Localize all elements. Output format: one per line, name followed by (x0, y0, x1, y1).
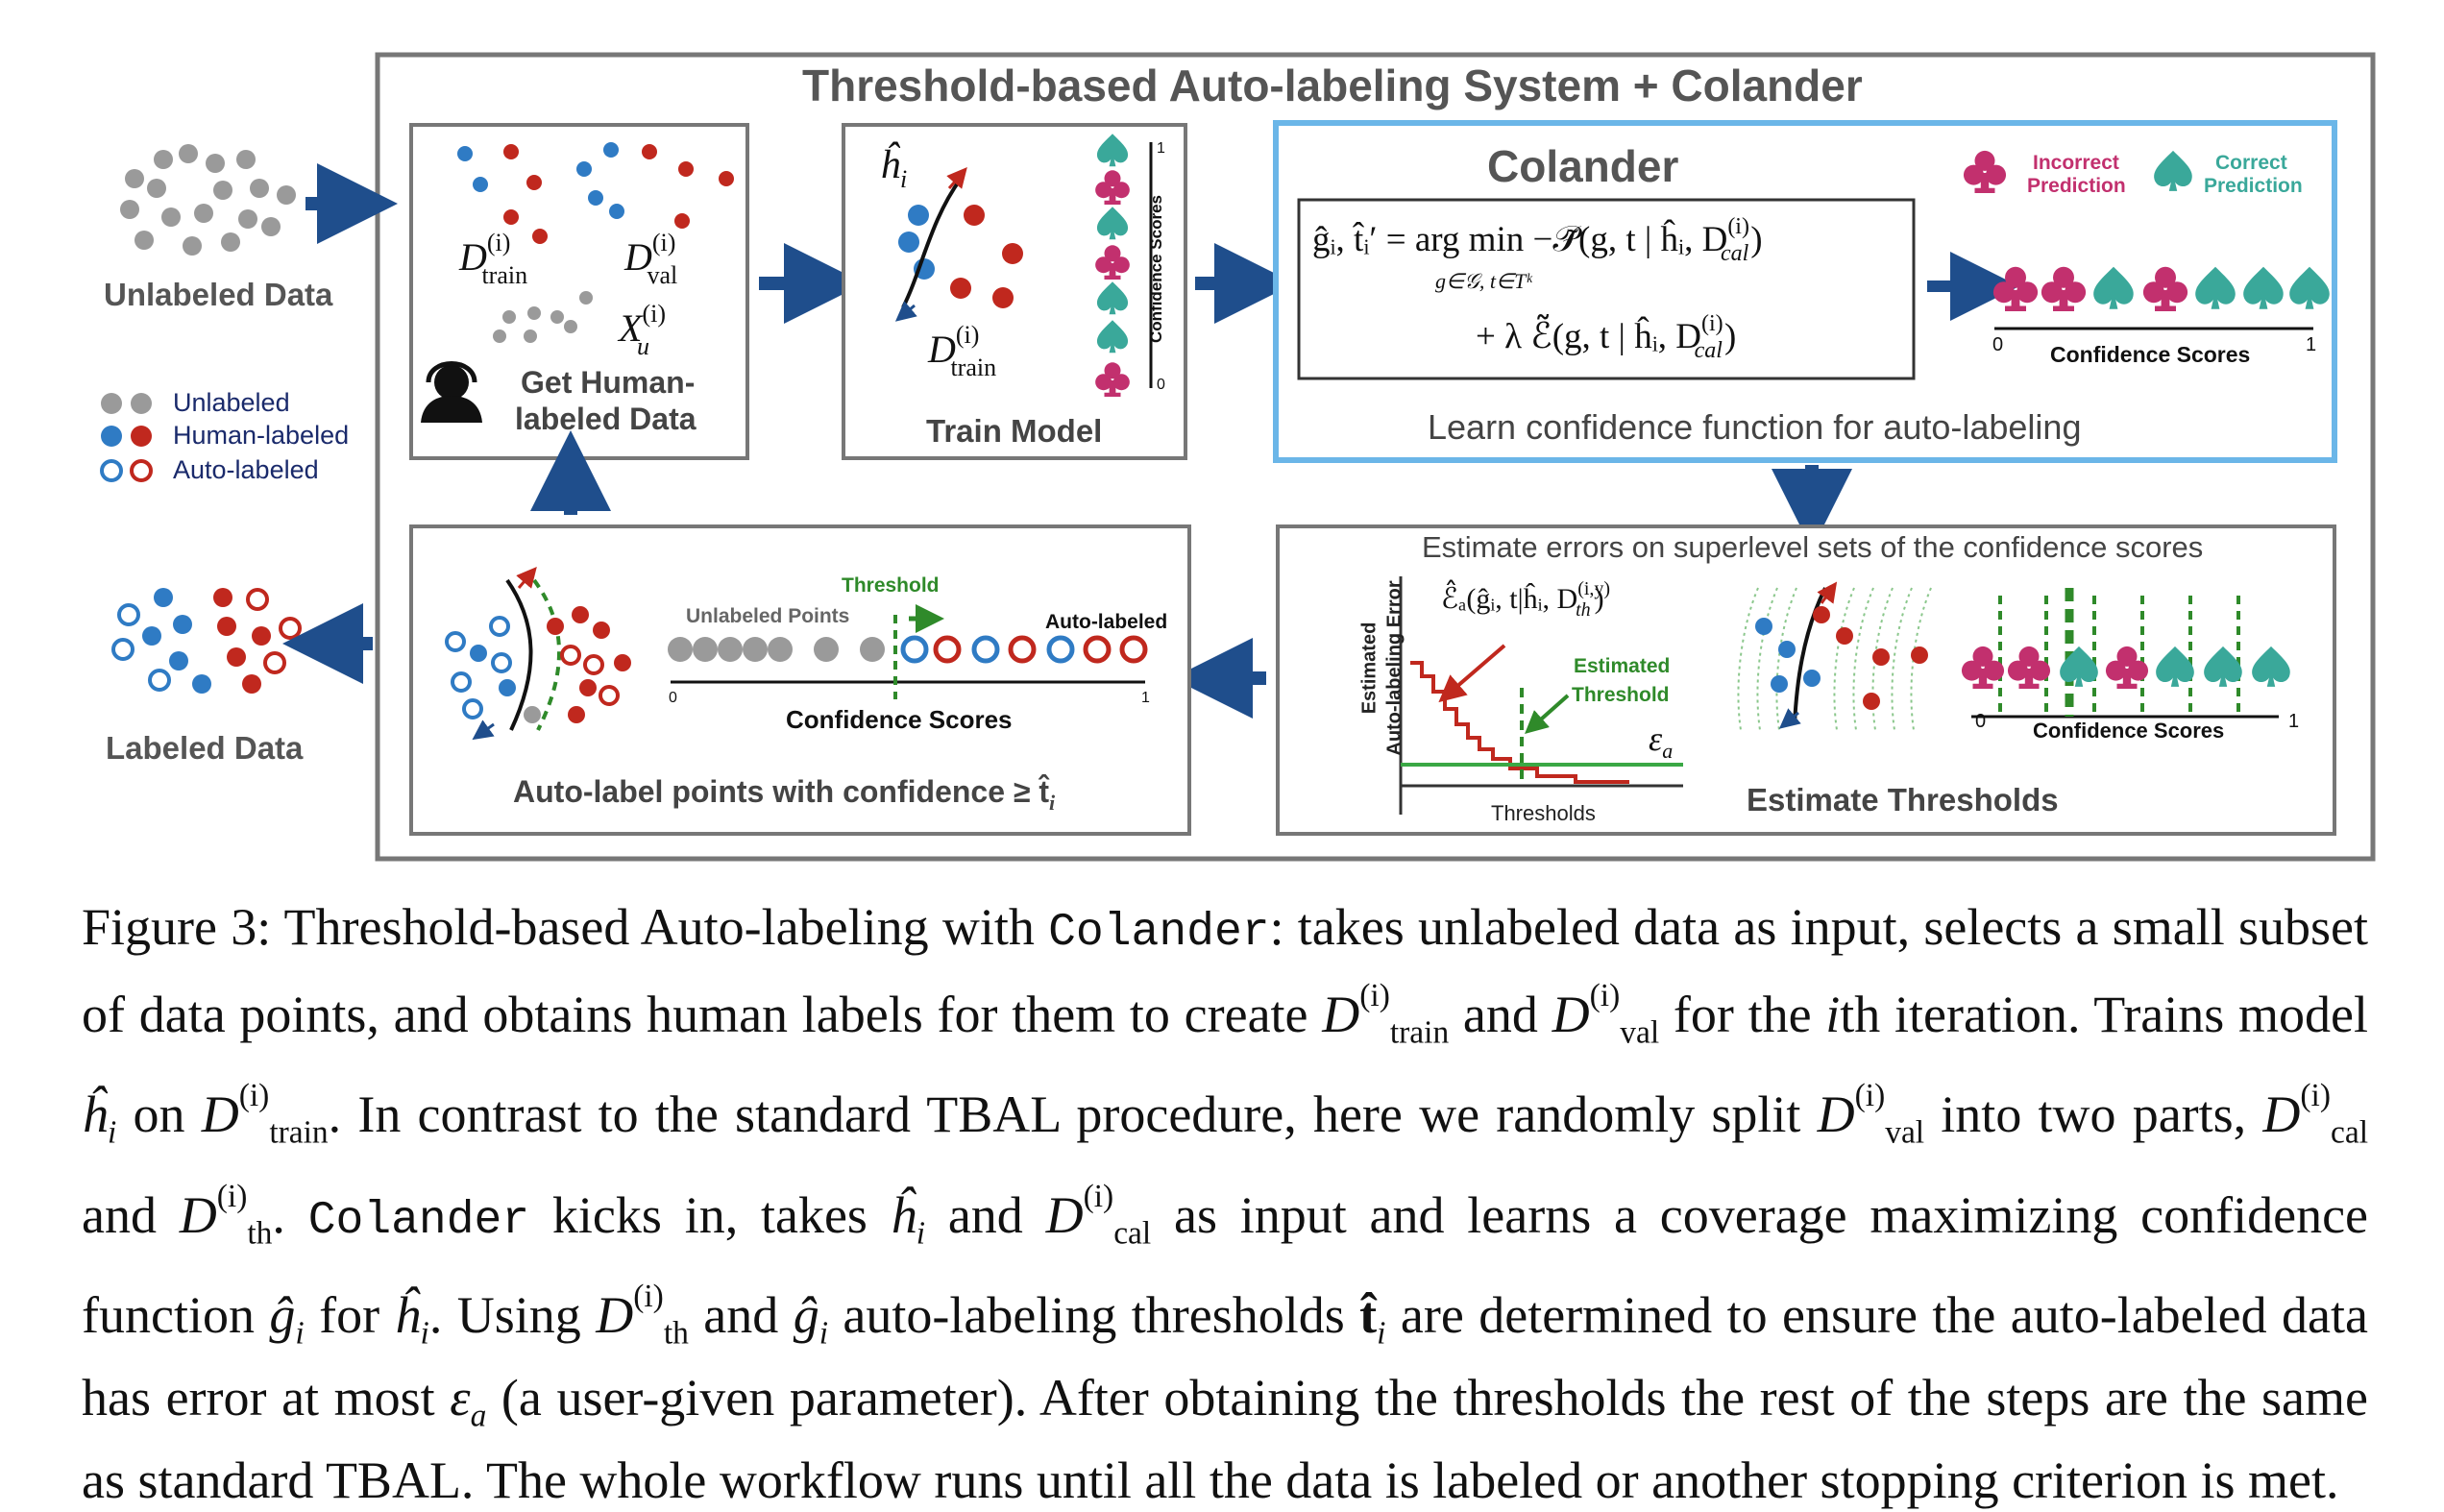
auto-box-scatter (445, 567, 631, 741)
estimate-tick-1: 1 (2288, 711, 2300, 732)
estimated-threshold-line2: Threshold (1572, 684, 1670, 706)
main-title: Threshold-based Auto-labeling System + C… (802, 61, 1863, 110)
candidate-threshold-lines (1998, 596, 2240, 717)
estimate-tick-0: 0 (1975, 711, 1987, 732)
train-box (842, 123, 1187, 460)
auto-box-label: Auto-label points with confidence ≥ t̂i (513, 774, 1056, 815)
human-d-train: D(i)train (459, 229, 528, 289)
train-h-hat: ĥi (880, 143, 908, 193)
figure-graphics (100, 52, 2376, 862)
human-x-u: X(i)u (619, 300, 666, 360)
human-operator-icon (421, 361, 482, 423)
unlabeled-data-label: Unlabeled Data (104, 277, 333, 312)
human-label-line2: labeled Data (515, 402, 697, 436)
auto-axis-label: Confidence Scores (786, 705, 1013, 734)
auto-labeled-points (900, 635, 1148, 664)
figure: Threshold-based Auto-labeling System + C… (100, 52, 2376, 862)
train-d-train: D(i)train (928, 321, 997, 381)
auto-unlabeled-points (668, 637, 885, 662)
epsilon-label: εa (1649, 719, 1674, 763)
estimate-thresholds-label: Estimate Thresholds (1747, 782, 2059, 817)
estimated-threshold-line1: Estimated (1574, 655, 1671, 677)
colander-equation-box (1297, 198, 1916, 380)
decision-boundary (901, 177, 963, 308)
legend-unlabeled: Unlabeled (173, 388, 290, 417)
colander-eq-line1: ĝᵢ, t̂ᵢ′ = arg min −𝒫̃(g, t | ĥᵢ, D(i)ca… (1312, 214, 1763, 266)
labeled-data-label: Labeled Data (106, 730, 304, 766)
calibrated-axis-label: Confidence Scores (2050, 342, 2251, 367)
human-label-line1: Get Human- (521, 365, 696, 400)
incorrect-line1: Incorrect (2033, 152, 2119, 174)
colander-caption: Learn confidence function for auto-label… (1428, 407, 2082, 447)
auto-threshold-label: Threshold (842, 574, 940, 597)
auto-labeled-label: Auto-labeled (1045, 611, 1168, 633)
auto-unlabeled-points-label: Unlabeled Points (686, 605, 850, 627)
auto-tick-1: 1 (1141, 690, 1150, 706)
system-box (375, 52, 2376, 862)
colander-eq-line2: + λ ℰ̃(g, t | ĥᵢ, D(i)cal) (1476, 311, 1737, 363)
error-ylabel-line2: Auto-labeling Error (1383, 580, 1405, 756)
unlabeled-data-cluster (120, 144, 296, 256)
train-model-label: Train Model (926, 413, 1103, 449)
train-axis-label: Confidence Scores (1147, 195, 1165, 343)
error-curve (1410, 661, 1629, 784)
estimate-scatter (1737, 581, 1932, 731)
estimate-formula: ℰ̂ₐ(ĝᵢ, t|ĥᵢ, D(i,y)th) (1441, 578, 1611, 621)
colander-eq-under: g∈𝒢, t∈Tᵏ (1435, 269, 1532, 293)
legend-auto-labeled: Auto-labeled (173, 455, 319, 484)
train-tick-0: 0 (1157, 377, 1165, 393)
colander-title: Colander (1487, 141, 1679, 191)
labeled-data-cluster (111, 588, 302, 694)
error-xlabel: Thresholds (1491, 801, 1596, 825)
auto-box (409, 524, 1191, 836)
legend-dots (100, 393, 153, 482)
estimate-header: Estimate errors on superlevel sets of th… (1422, 530, 2204, 564)
estimate-axis-label: Confidence Scores (2033, 719, 2225, 743)
figure-caption: Figure 3: Threshold-based Auto-labeling … (82, 898, 2369, 1509)
correct-line1: Correct (2215, 152, 2287, 174)
human-box-dots (457, 142, 734, 343)
incorrect-line2: Prediction (2027, 175, 2126, 197)
train-tick-1: 1 (1157, 140, 1165, 157)
calibrated-tick-1: 1 (2306, 334, 2317, 355)
auto-tick-0: 0 (669, 690, 677, 706)
human-d-val: D(i)val (624, 229, 678, 289)
legend-human-labeled: Human-labeled (173, 421, 350, 450)
calibrated-tick-0: 0 (1992, 334, 2004, 355)
error-ylabel-line1: Estimated (1358, 622, 1381, 715)
correct-line2: Prediction (2204, 175, 2303, 197)
